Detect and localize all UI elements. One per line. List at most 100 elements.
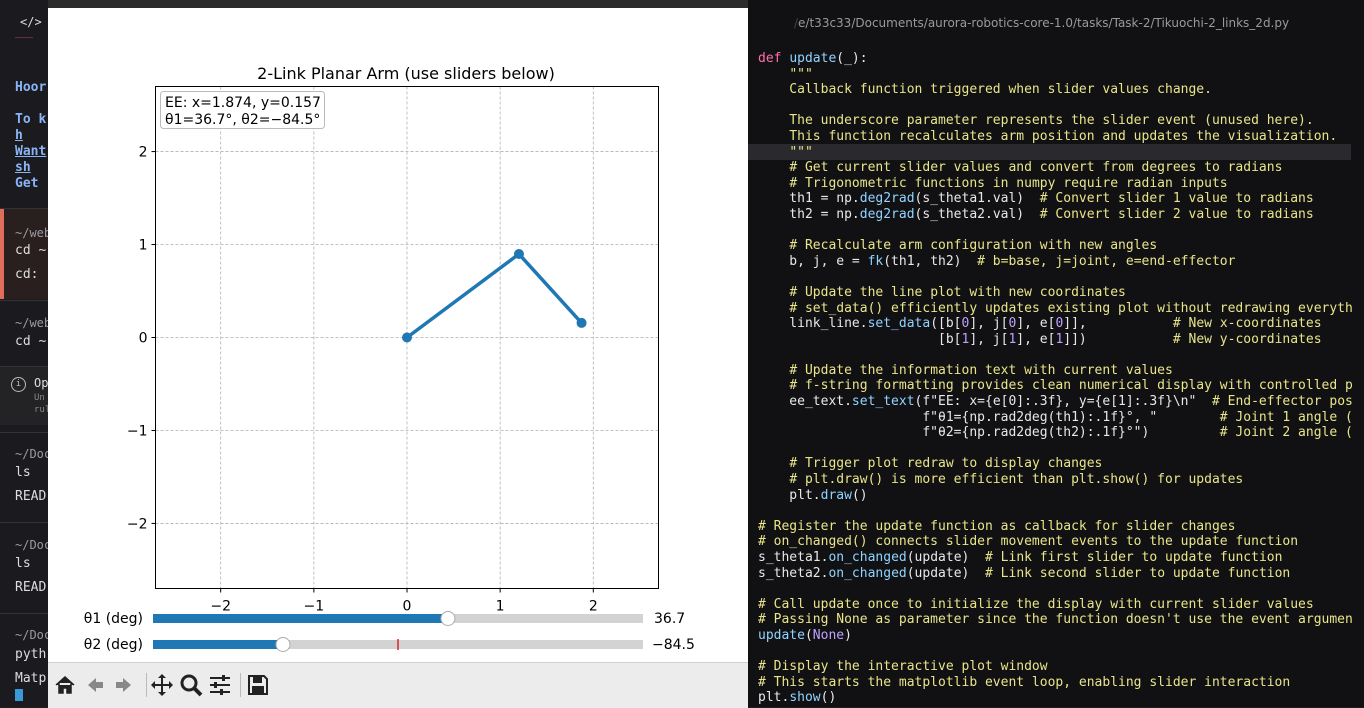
arm-joint-point: [513, 249, 524, 260]
terminal-cwd: ~/Doc: [15, 447, 48, 461]
file-path: /e/t33c33/Documents/aurora-robotics-core…: [794, 16, 1289, 30]
terminal-output: cd:: [15, 267, 39, 282]
pan-button[interactable]: [149, 672, 175, 698]
y-tick-label: 0: [139, 331, 148, 347]
terminal-output: READ: [15, 580, 47, 595]
info-icon: i: [11, 377, 26, 392]
code-line: This function recalculates arm position …: [758, 128, 1338, 144]
slider-theta2-handle[interactable]: [275, 637, 291, 652]
terminal-divider: [0, 613, 48, 614]
terminal-output: READ: [15, 489, 47, 504]
pan-icon: [151, 674, 173, 696]
slider-theta1-fill: [153, 614, 448, 623]
configure-button[interactable]: [207, 672, 233, 698]
code-area[interactable]: def update(_): """ Callback function tri…: [758, 51, 1353, 706]
plot-title: 2-Link Planar Arm (use sliders below): [257, 64, 555, 83]
terminal-cursor: [15, 689, 23, 701]
code-line: plt.show(): [758, 690, 837, 706]
slider-theta1-value: 36.7: [654, 611, 685, 627]
ee-info-line1: EE: x=1.874, y=0.157: [165, 95, 321, 111]
terminal-divider: [0, 300, 48, 301]
ee-info-line2: θ1=36.7°, θ2=−84.5°: [165, 112, 320, 128]
terminal-command: ls: [15, 465, 31, 480]
code-line: # on_changed() connects slider movement …: [758, 534, 1299, 550]
terminal-underline: ‾‾‾: [15, 37, 34, 48]
terminal-link[interactable]: Want: [15, 144, 47, 159]
toolbar-separator: [240, 673, 241, 697]
x-tick-label: 0: [403, 599, 412, 615]
arm-links: [402, 249, 587, 343]
matplotlib-window[interactable]: 2-Link Planar Arm (use sliders below) −2…: [48, 0, 748, 708]
code-line: # Register the update function as callba…: [758, 518, 1236, 534]
toolbar-separator: [146, 673, 147, 697]
current-line-highlight: [748, 144, 1351, 160]
terminal-info-text: Un: [34, 393, 45, 403]
back-button[interactable]: [82, 672, 108, 698]
code-line: [758, 269, 1353, 285]
code-line: # This starts the matplotlib event loop,…: [758, 674, 1291, 690]
terminal-cwd: ~/web: [15, 226, 48, 240]
slider-theta1-handle[interactable]: [440, 611, 456, 626]
terminal-line: To k: [15, 112, 47, 127]
slider-theta1[interactable]: θ1 (deg) 36.7: [84, 611, 685, 627]
code-line: th2 = np.deg2rad(s_theta2.val) # Convert…: [758, 206, 1314, 222]
code-line: [758, 503, 1353, 519]
code-line: """: [789, 144, 813, 160]
y-tick-label: 1: [139, 238, 148, 254]
code-line: b, j, e = fk(th1, th2) # b=base, j=joint…: [758, 253, 1236, 269]
code-line: f"θ2={np.rad2deg(th2):.1f}°") # Joint 2 …: [758, 425, 1353, 441]
terminal-divider: [0, 208, 48, 209]
code-line: # plt.draw() is more efficient than plt.…: [789, 472, 1244, 488]
arm-line: [405, 252, 583, 339]
terminal-error-block[interactable]: [0, 209, 48, 299]
code-line: [758, 223, 1353, 239]
terminal-divider: [0, 522, 48, 523]
file-path-prefix: /: [794, 16, 799, 30]
sliders-icon: [210, 675, 230, 695]
terminal-link[interactable]: h: [15, 128, 23, 143]
code-line: th1 = np.deg2rad(s_theta1.val) # Convert…: [758, 191, 1314, 207]
terminal-cwd: ~/Doc: [15, 538, 48, 552]
home-icon: [55, 675, 75, 694]
code-line: # Display the interactive plot window: [758, 659, 1048, 675]
code-line: f"θ1={np.rad2deg(th1):.1f}°, " # Joint 1…: [758, 409, 1353, 425]
arm-end-effector-point: [576, 317, 587, 328]
terminal-info-block: [0, 367, 48, 425]
code-line: # Update the line plot with new coordina…: [789, 284, 1126, 300]
code-line: # set_data() efficiently updates existin…: [789, 300, 1353, 316]
code-line: """: [789, 66, 813, 82]
ee-info-box: EE: x=1.874, y=0.157 θ1=36.7°, θ2=−84.5°: [160, 91, 325, 129]
y-tick-label: −1: [127, 423, 148, 439]
code-editor[interactable]: /e/t33c33/Documents/aurora-robotics-core…: [748, 0, 1364, 707]
terminal-divider: [0, 366, 48, 367]
code-line: [b[1], j[1], e[1]]) # New y-coordinates: [758, 331, 1322, 347]
terminal-link[interactable]: sh: [15, 160, 31, 175]
save-icon: [248, 675, 268, 695]
zoom-button[interactable]: [178, 672, 204, 698]
save-button[interactable]: [245, 672, 271, 698]
terminal-command: ls: [15, 556, 31, 571]
back-arrow-icon: [88, 678, 103, 692]
slider-theta2[interactable]: θ2 (deg) −84.5: [84, 637, 695, 653]
code-line: [758, 347, 1353, 363]
code-line: [758, 98, 1353, 114]
x-tick-label: 1: [496, 599, 505, 615]
code-line: # Update the information text with curre…: [789, 362, 1173, 378]
terminal-command: cd ~: [15, 243, 47, 258]
code-line: # Call update once to initialize the dis…: [758, 596, 1314, 612]
terminal-cwd: ~/Doc: [15, 628, 48, 642]
code-line: The underscore parameter represents the …: [758, 113, 1314, 129]
window-titlebar[interactable]: [48, 0, 748, 8]
plot-ticks: −2 −1 0 1 2 −2 −1 0 1 2: [127, 145, 598, 615]
matplotlib-toolbar: [48, 662, 748, 708]
home-button[interactable]: [52, 672, 78, 698]
error-marker: [0, 209, 4, 299]
terminal-panel[interactable]: </> ‾‾‾ Hoor To k h Want sh Get ~/web cd…: [0, 0, 48, 707]
terminal-output: Matp: [15, 671, 47, 686]
code-line: ee_text.set_text(f"EE: x={e[0]:.3f}, y={…: [758, 394, 1353, 410]
terminal-command: cd ~: [15, 334, 47, 349]
code-line: # Passing None as parameter since the fu…: [758, 612, 1353, 628]
ee-info-frame: [160, 91, 325, 129]
code-line: def update(_):: [758, 51, 868, 66]
forward-button[interactable]: [111, 672, 137, 698]
